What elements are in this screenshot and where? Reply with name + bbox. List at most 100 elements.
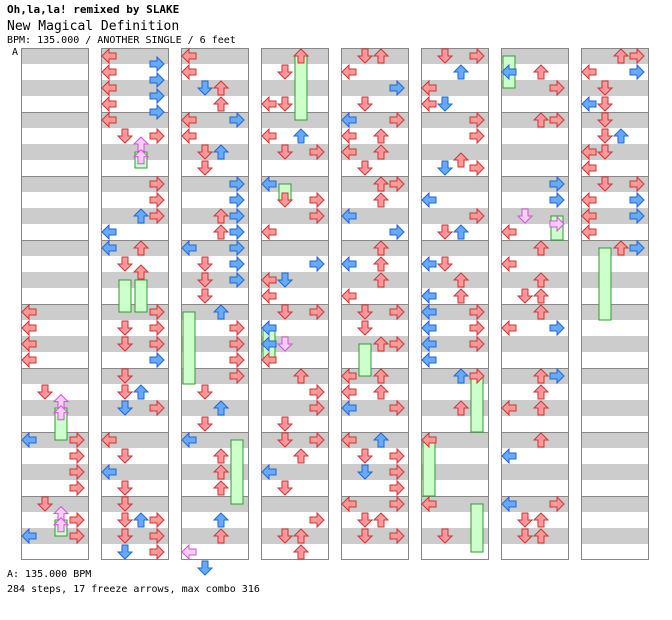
step-arrow (309, 511, 325, 529)
step-arrow (341, 383, 357, 401)
step-arrow (309, 143, 325, 161)
step-arrow (341, 495, 357, 513)
step-arrow (309, 207, 325, 225)
step-arrow (549, 367, 565, 385)
beat-stripe (341, 304, 409, 320)
step-arrow (149, 319, 165, 337)
step-arrow (309, 255, 325, 273)
beat-stripe (581, 464, 649, 480)
step-arrow (101, 47, 117, 65)
beat-stripe (181, 112, 249, 128)
step-arrow (452, 288, 470, 304)
step-arrow (372, 48, 390, 64)
beat-stripe (421, 144, 489, 160)
step-arrow (229, 191, 245, 209)
beat-stripe (581, 432, 649, 448)
step-arrow (532, 64, 550, 80)
step-arrow (181, 431, 197, 449)
step-arrow (452, 152, 470, 168)
step-arrow (629, 207, 645, 225)
step-arrow (596, 80, 614, 96)
step-arrow (101, 95, 117, 113)
step-arrow (212, 464, 230, 480)
freeze-arrow (134, 279, 148, 313)
step-arrow (229, 367, 245, 385)
step-arrow (421, 79, 437, 97)
beat-stripe (261, 176, 329, 192)
step-arrow (212, 80, 230, 96)
step-arrow (469, 207, 485, 225)
step-arrow (276, 480, 294, 496)
freeze-arrow (358, 343, 372, 377)
beat-stripe (21, 496, 89, 512)
beat-stripe (261, 464, 329, 480)
beat-stripe (101, 432, 169, 448)
step-arrow (596, 112, 614, 128)
step-arrow (181, 47, 197, 65)
step-arrow (116, 128, 134, 144)
beat-stripe (421, 464, 489, 480)
beat-stripe (421, 176, 489, 192)
beat-stripe (21, 144, 89, 160)
beat-stripe (501, 80, 569, 96)
beat-stripe (341, 80, 409, 96)
step-arrow (69, 511, 85, 529)
step-arrow (101, 111, 117, 129)
step-arrow (132, 240, 150, 256)
beat-stripe (421, 80, 489, 96)
column-border (341, 48, 409, 560)
step-arrow (132, 208, 150, 224)
step-arrow (276, 272, 294, 288)
step-arrow (452, 368, 470, 384)
step-arrow (229, 255, 245, 273)
beat-stripe (341, 496, 409, 512)
step-arrow (116, 480, 134, 496)
step-arrow (516, 288, 534, 304)
step-arrow (581, 159, 597, 177)
column-border (501, 48, 569, 560)
step-arrow (212, 512, 230, 528)
step-arrow (389, 111, 405, 129)
step-arrow (501, 255, 517, 273)
step-arrow (229, 111, 245, 129)
step-arrow (421, 255, 437, 273)
step-arrow (132, 264, 150, 280)
step-arrow (276, 96, 294, 112)
step-arrow (372, 128, 390, 144)
beat-stripe (21, 48, 89, 64)
step-arrow (21, 335, 37, 353)
step-arrow (69, 431, 85, 449)
step-arrow (421, 495, 437, 513)
step-arrow (516, 208, 534, 224)
step-arrow (516, 528, 534, 544)
step-arrow (532, 112, 550, 128)
beat-stripe (261, 496, 329, 512)
step-arrow (309, 383, 325, 401)
step-arrow (116, 544, 134, 560)
step-arrow (229, 175, 245, 193)
step-arrow (52, 405, 70, 421)
step-arrow (196, 144, 214, 160)
step-arrow (229, 239, 245, 257)
beat-stripe (581, 144, 649, 160)
beat-stripe (581, 304, 649, 320)
section-marker: A (12, 47, 19, 58)
beat-stripe (581, 368, 649, 384)
step-arrow (421, 95, 437, 113)
step-arrow (372, 272, 390, 288)
step-arrow (101, 463, 117, 481)
step-arrow (261, 319, 277, 337)
step-arrow (21, 351, 37, 369)
step-arrow (181, 239, 197, 257)
song-title: Oh,la,la! remixed by SLAKE (7, 3, 180, 16)
step-arrow (276, 336, 294, 352)
step-arrow (532, 512, 550, 528)
beat-stripe (261, 144, 329, 160)
beat-stripe (181, 48, 249, 64)
chart-info: BPM: 135.000 / ANOTHER SINGLE / 6 feet (7, 35, 236, 46)
beat-stripe (101, 400, 169, 416)
beat-stripe (581, 208, 649, 224)
step-arrow (212, 480, 230, 496)
beat-stripe (581, 400, 649, 416)
beat-stripe (21, 240, 89, 256)
